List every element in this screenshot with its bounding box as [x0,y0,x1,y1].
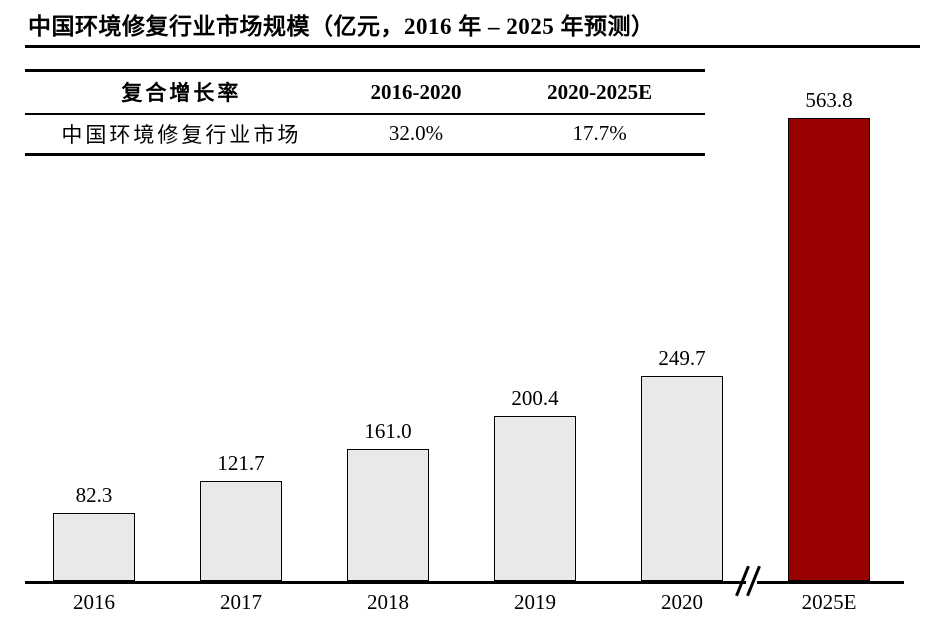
x-tick-2025E: 2025E [801,590,857,614]
value-label-2018: 161.0 [364,419,412,443]
bar-2018 [347,449,429,581]
title-divider [25,45,920,48]
cagr-value-2016-2020: 32.0% [388,121,444,146]
x-axis-line-right [757,581,904,584]
value-label-2016: 82.3 [75,483,113,507]
value-label-2025E: 563.8 [805,88,853,112]
value-label-2019: 200.4 [511,386,559,410]
x-tick-2016: 2016 [73,590,115,614]
value-label-2020: 249.7 [658,346,706,370]
x-axis-line-left [25,581,746,584]
x-tick-2020: 2020 [661,590,703,614]
bar-2017 [200,481,282,581]
x-tick-2017: 2017 [220,590,262,614]
cagr-table: 复合增长率 2016-2020 2020-2025E 中国环境修复行业市场 32… [25,69,705,156]
cagr-header-2020-2025e: 2020-2025E [547,79,653,104]
value-label-2017: 121.7 [217,451,265,475]
x-tick-2018: 2018 [367,590,409,614]
bar-2020 [641,376,723,581]
cagr-row-label: 中国环境修复行业市场 [61,122,302,147]
bar-2016 [53,513,135,581]
chart-title: 中国环境修复行业市场规模（亿元，2016 年 – 2025 年预测） [28,14,655,39]
bar-2025E [788,118,870,581]
cagr-value-2020-2025e: 17.7% [572,121,627,146]
cagr-header-2016-2020: 2016-2020 [370,79,462,104]
cagr-table-header-row: 复合增长率 2016-2020 2020-2025E [25,71,705,114]
x-tick-2019: 2019 [514,590,556,614]
cagr-header-metric: 复合增长率 [121,81,242,106]
bar-2019 [494,416,576,581]
table-row: 中国环境修复行业市场 32.0% 17.7% [25,114,705,155]
